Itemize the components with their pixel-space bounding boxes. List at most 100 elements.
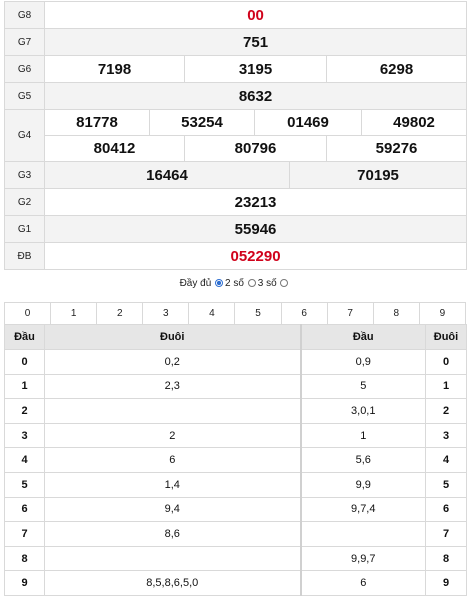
prize-row-g5: G5 8632	[4, 82, 468, 110]
results-table: G8 00 G7 751 G6 7198 3195 6298 G5 8632 G…	[4, 1, 468, 270]
header-dau-right: Đầu	[299, 324, 426, 350]
radio-three-digits[interactable]	[247, 279, 256, 287]
loto-row: 2 3,0,1 2	[4, 398, 467, 424]
loto-header-row: Đầu Đuôi Đầu Đuôi	[4, 324, 467, 350]
loto-tail-digit: 2	[425, 398, 467, 424]
prize-row-g3: G3 16464 70195	[4, 161, 468, 189]
prize-number-g4: 59276	[325, 135, 468, 162]
prize-label: ĐB	[4, 242, 45, 270]
loto-tail-values: 6	[44, 447, 301, 473]
loto-tail-values: 8,6	[44, 521, 301, 547]
loto-tail-values	[44, 398, 301, 424]
loto-row: 9 8,5,8,6,5,0 6 9	[4, 570, 467, 596]
loto-table: Đầu Đuôi Đầu Đuôi 0 0,2 0,9 0 1 2,3 5 1 2 3,0,1 2 3…	[4, 324, 467, 596]
loto-head-digit: 2	[4, 398, 45, 424]
radio-full[interactable]	[280, 279, 289, 287]
prize-label: G5	[4, 82, 45, 110]
prize-number-g4: 49802	[360, 109, 468, 136]
prize-label: G7	[4, 28, 45, 56]
prize-label: G2	[4, 188, 45, 216]
prize-row-g2: G2 23213	[4, 188, 468, 216]
loto-tail-digit: 0	[425, 349, 467, 375]
loto-tail-digit: 9	[425, 570, 467, 596]
option-three-digits-label[interactable]: 3 số	[257, 278, 277, 289]
digit-filter-row: 0 1 2 3 4 5 6 7 8 9	[3, 302, 467, 325]
loto-row: 5 1,4 9,9 5	[4, 471, 467, 498]
prize-number-g1: 55946	[43, 215, 468, 243]
prize-row-g1: G1 55946	[4, 215, 468, 243]
loto-tail-values: 9,4	[44, 496, 301, 523]
loto-head-digit: 1	[4, 373, 45, 400]
prize-label: G1	[4, 215, 45, 243]
digit-tab[interactable]: 5	[234, 302, 282, 325]
prize-row-g4: G4 81778 53254 01469 49802	[4, 109, 468, 162]
option-two-digits-label[interactable]: 2 số	[225, 278, 244, 289]
prize-row-g4b: 80412 80796 59276	[5, 135, 468, 162]
loto-tail-values: 8,5,8,6,5,0	[44, 570, 301, 596]
prize-number-special: 052290	[43, 242, 468, 270]
loto-head-digit: 7	[4, 521, 45, 547]
loto-head-values: 5,6	[299, 447, 426, 473]
loto-head-values: 1	[299, 422, 426, 449]
prize-number-g4: 80796	[184, 135, 327, 162]
loto-tail-values: 2,3	[44, 373, 301, 400]
prize-label: G8	[4, 1, 45, 29]
loto-head-values: 9,9,7	[299, 545, 426, 572]
prize-number-g4: 80412	[44, 135, 185, 162]
header-duoi-right: Đuôi	[425, 324, 467, 350]
loto-tail-digit: 5	[425, 471, 467, 498]
prize-row-g8: G8 00	[4, 1, 468, 29]
loto-tail-digit: 7	[425, 521, 467, 547]
prize-number-g3: 70195	[288, 161, 468, 189]
loto-tail-digit: 1	[425, 373, 467, 400]
loto-head-values: 9,9	[299, 471, 426, 498]
loto-head-values: 3,0,1	[299, 398, 426, 424]
prize-number-g4: 53254	[149, 109, 255, 136]
radio-two-digits[interactable]	[215, 279, 224, 287]
loto-head-values: 9,7,4	[299, 496, 426, 523]
loto-head-digit: 9	[4, 570, 45, 596]
loto-head-values: 0,9	[299, 349, 426, 375]
prize-row-db: ĐB 052290	[4, 242, 468, 270]
loto-head-values	[299, 521, 426, 547]
prize-label: G4	[4, 109, 45, 162]
loto-head-values: 5	[299, 373, 426, 400]
loto-tail-digit: 4	[425, 447, 467, 473]
prize-row-g7: G7 751	[4, 28, 468, 56]
prize-label: G3	[4, 161, 45, 189]
prize-number-g2: 23213	[43, 188, 468, 216]
loto-row: 1 2,3 5 1	[4, 373, 467, 400]
digit-tab[interactable]: 4	[188, 302, 236, 325]
prize-number-g4: 81778	[44, 109, 150, 136]
prize-row-g6: G6 7198 3195 6298	[4, 55, 468, 83]
loto-head-digit: 0	[4, 349, 45, 375]
digit-tab[interactable]: 7	[326, 302, 374, 325]
digit-tab[interactable]: 3	[142, 302, 190, 325]
option-full-label: Đầy đủ	[179, 278, 212, 289]
digit-tab[interactable]: 1	[50, 302, 98, 325]
loto-tail-values	[44, 545, 301, 572]
digit-tab[interactable]: 0	[3, 302, 52, 325]
prize-number-g6: 3195	[184, 55, 327, 83]
loto-tail-digit: 3	[425, 422, 467, 449]
loto-row: 6 9,4 9,7,4 6	[4, 496, 467, 523]
loto-head-digit: 5	[4, 471, 45, 498]
loto-head-values: 6	[299, 570, 426, 596]
loto-head-digit: 8	[4, 545, 45, 572]
loto-tail-values: 0,2	[44, 349, 301, 375]
digit-tab[interactable]: 6	[280, 302, 328, 325]
loto-head-digit: 4	[4, 447, 45, 473]
loto-head-digit: 3	[4, 422, 45, 449]
prize-number-g8: 00	[43, 1, 468, 29]
digit-tab[interactable]: 8	[372, 302, 420, 325]
loto-tail-values: 1,4	[44, 471, 301, 498]
prize-number-g4: 01469	[254, 109, 362, 136]
loto-tail-digit: 6	[425, 496, 467, 523]
loto-row: 7 8,6 7	[4, 521, 467, 547]
digit-tab[interactable]: 9	[418, 302, 467, 325]
header-duoi: Đuôi	[44, 324, 301, 350]
prize-label: G6	[4, 55, 45, 83]
prize-number-g3: 16464	[44, 161, 290, 189]
digit-tab[interactable]: 2	[96, 302, 144, 325]
